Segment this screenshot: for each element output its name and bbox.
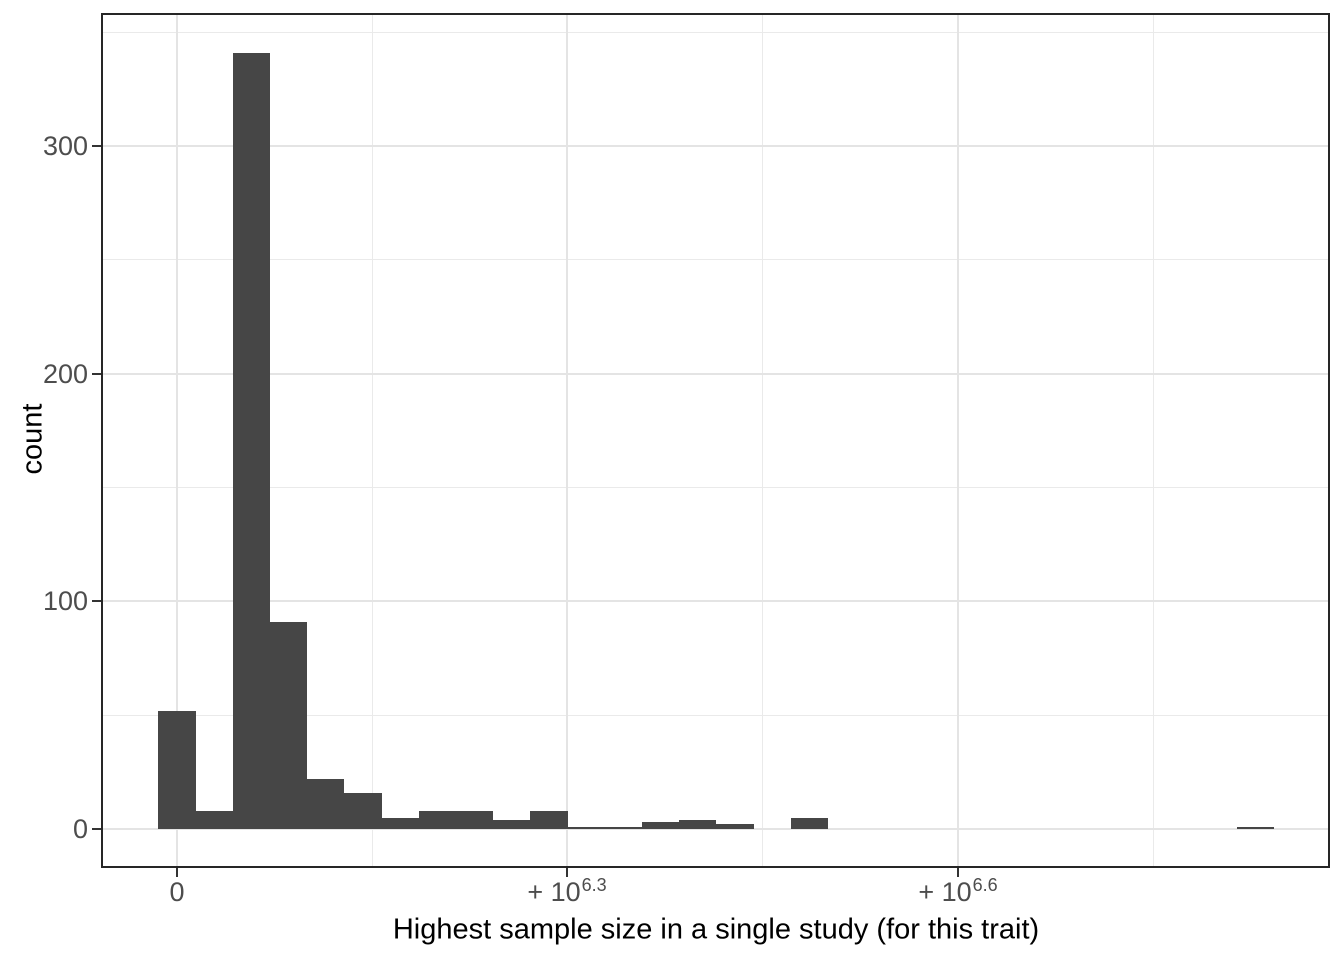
grid-major-x xyxy=(176,15,178,866)
histogram-bar xyxy=(381,817,419,829)
grid-major-y xyxy=(103,372,1328,375)
grid-minor-y xyxy=(103,31,1328,33)
histogram-bar xyxy=(530,810,568,829)
x-tick-superscript: 6.6 xyxy=(972,875,998,895)
histogram-bar xyxy=(493,819,531,829)
grid-major-x xyxy=(566,15,568,866)
grid-major-y xyxy=(103,828,1328,830)
histogram-bar xyxy=(604,826,642,829)
grid-minor-x xyxy=(1152,15,1154,866)
grid-major-y xyxy=(103,600,1328,603)
histogram-bar xyxy=(270,621,308,829)
x-tick-mark xyxy=(957,868,959,877)
y-tick-mark xyxy=(92,372,101,375)
histogram-bar xyxy=(567,826,605,829)
x-tick-superscript: 6.3 xyxy=(581,875,607,895)
grid-minor-y xyxy=(103,714,1328,716)
x-tick-label: + 106.3 xyxy=(477,875,657,910)
grid-major-y xyxy=(103,144,1328,147)
y-tick-label: 100 xyxy=(42,586,88,617)
x-tick-base: 0 xyxy=(169,877,185,907)
x-tick-label: + 106.6 xyxy=(868,875,1048,910)
grid-minor-y xyxy=(103,486,1328,488)
x-tick-base: + 10 xyxy=(918,877,972,907)
histogram-bar xyxy=(456,810,494,829)
x-tick-label: 0 xyxy=(87,877,267,907)
y-tick-label: 300 xyxy=(42,130,88,161)
x-tick-mark xyxy=(176,868,178,877)
x-tick-mark xyxy=(566,868,568,877)
histogram-bar xyxy=(344,792,382,829)
histogram-bar xyxy=(642,822,680,829)
grid-minor-x xyxy=(762,15,763,866)
y-tick-mark xyxy=(92,144,101,147)
grid-minor-x xyxy=(371,15,373,866)
grid-minor-y xyxy=(103,259,1328,261)
y-tick-mark xyxy=(92,600,101,603)
histogram-bar xyxy=(418,810,456,829)
histogram-bar xyxy=(307,778,345,829)
grid-major-x xyxy=(957,15,959,866)
x-axis-title: Highest sample size in a single study (f… xyxy=(392,913,1040,946)
histogram-bar xyxy=(716,824,754,829)
histogram-bar xyxy=(195,810,233,829)
x-tick-base: + 10 xyxy=(527,877,581,907)
y-tick-label: 0 xyxy=(72,814,88,844)
histogram-bar xyxy=(232,52,270,829)
histogram-bar xyxy=(158,710,196,829)
plot-panel-border xyxy=(101,13,1330,868)
y-tick-mark xyxy=(92,828,101,830)
y-tick-label: 200 xyxy=(42,358,88,389)
y-axis-title: count xyxy=(16,403,49,475)
histogram-bar xyxy=(679,819,717,829)
histogram-bar xyxy=(790,817,828,829)
histogram-bar xyxy=(1237,826,1275,829)
